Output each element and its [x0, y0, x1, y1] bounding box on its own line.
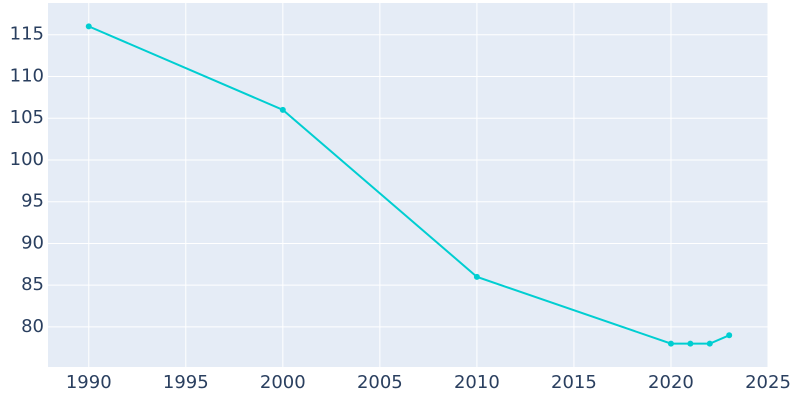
data-point	[687, 340, 694, 347]
x-tick-label: 2025	[745, 372, 791, 393]
plot-area	[48, 3, 768, 367]
data-point	[726, 332, 733, 339]
x-tick-label: 2000	[260, 372, 306, 393]
y-tick-label: 105	[10, 107, 44, 128]
data-point	[473, 273, 480, 280]
data-point	[667, 340, 674, 347]
y-tick-label: 100	[10, 149, 44, 170]
data-point	[85, 23, 92, 30]
x-tick-label: 2010	[454, 372, 500, 393]
y-tick-label: 85	[21, 274, 44, 295]
x-tick-label: 1995	[163, 372, 209, 393]
x-tick-label: 2015	[551, 372, 597, 393]
y-tick-label: 90	[21, 232, 44, 253]
y-tick-label: 110	[10, 65, 44, 86]
y-tick-label: 80	[21, 316, 44, 337]
data-point	[706, 340, 713, 347]
y-tick-label: 95	[21, 191, 44, 212]
x-tick-label: 2020	[648, 372, 694, 393]
x-tick-label: 2005	[357, 372, 403, 393]
data-point	[279, 106, 286, 113]
x-tick-label: 1990	[66, 372, 112, 393]
y-tick-label: 115	[10, 24, 44, 45]
